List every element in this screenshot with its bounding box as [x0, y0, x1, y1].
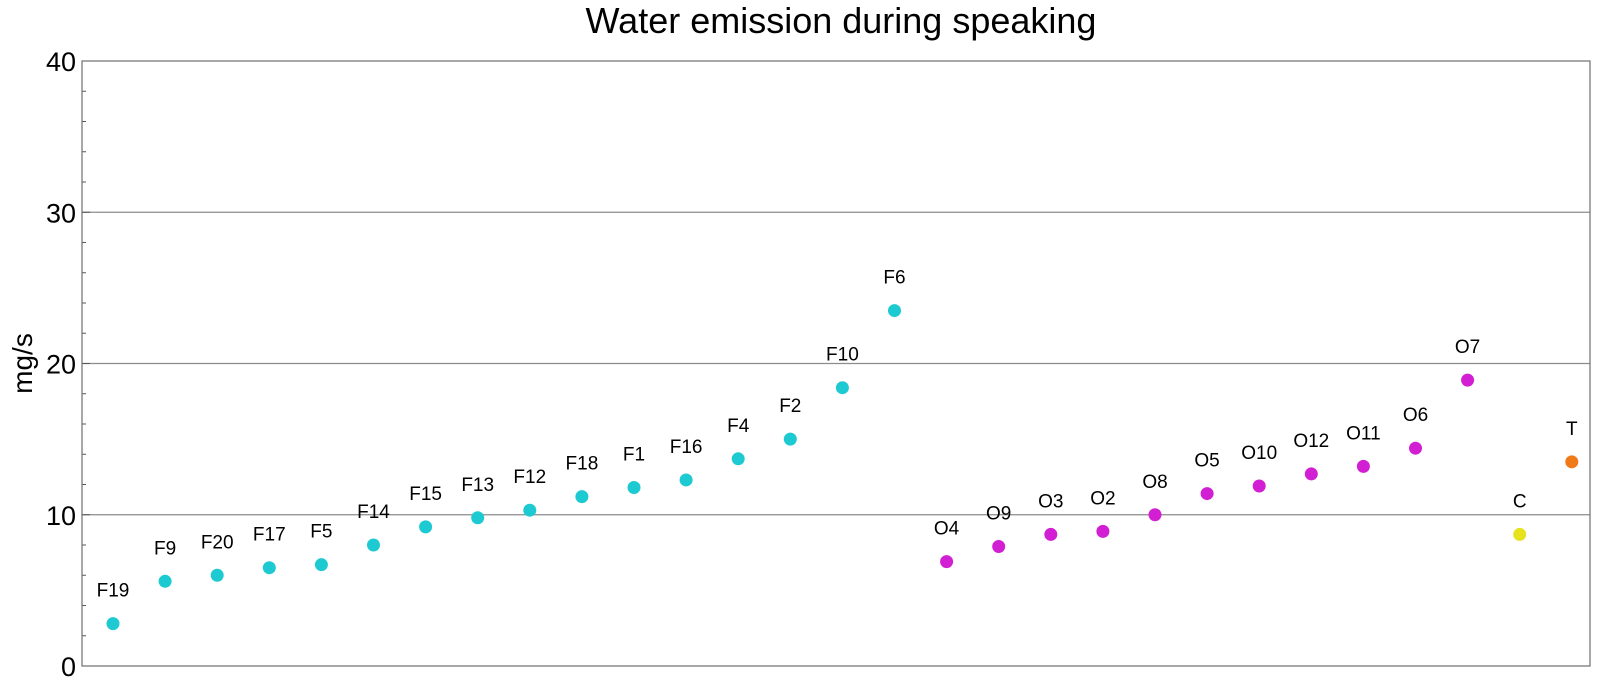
data-point-f10 [835, 381, 849, 395]
point-label-c: C [1513, 491, 1527, 512]
data-point-c [1513, 527, 1527, 541]
point-label-o9: O9 [986, 504, 1011, 525]
point-label-f20: F20 [201, 532, 234, 553]
plot-frame [81, 60, 1591, 667]
point-label-f4: F4 [727, 416, 750, 437]
data-point-o12 [1304, 467, 1318, 481]
point-label-o2: O2 [1090, 488, 1115, 509]
data-point-f12 [523, 503, 537, 517]
data-point-t [1565, 455, 1579, 469]
y-tick-label: 40 [46, 47, 76, 77]
data-point-f5 [314, 558, 328, 572]
data-point-f13 [471, 511, 485, 525]
point-label-f18: F18 [566, 454, 599, 475]
point-label-o8: O8 [1142, 472, 1167, 493]
y-tick-label: 20 [46, 350, 76, 380]
y-tick-label: 30 [46, 198, 76, 228]
data-point-o6 [1409, 441, 1422, 455]
data-point-o3 [1044, 527, 1058, 541]
point-label-f13: F13 [461, 475, 494, 496]
point-label-f12: F12 [513, 467, 546, 488]
data-point-f14 [367, 538, 380, 552]
data-point-f6 [888, 304, 901, 318]
data-point-f15 [419, 520, 433, 534]
chart-title: Water emission during speaking [586, 0, 1097, 41]
point-label-t: T [1566, 419, 1578, 440]
point-label-f19: F19 [97, 581, 130, 602]
y-tick-label: 0 [61, 652, 76, 682]
point-label-f5: F5 [310, 522, 332, 543]
data-points: F19 F9 F20 F17 F5 F14 F15 F13 F12 F18 F1 F16 F4 F2 F10… [97, 268, 1579, 631]
data-point-o10 [1252, 479, 1266, 493]
point-label-o4: O4 [934, 519, 960, 540]
data-point-f17 [262, 561, 276, 575]
point-label-f1: F1 [623, 445, 645, 466]
point-label-f16: F16 [670, 437, 703, 458]
data-point-f20 [210, 568, 224, 582]
y-tick-label: 10 [46, 501, 76, 531]
point-label-o7: O7 [1455, 337, 1480, 358]
gridlines [82, 211, 1590, 516]
data-point-f2 [783, 432, 797, 446]
point-label-f17: F17 [253, 525, 286, 546]
point-label-o5: O5 [1194, 451, 1219, 472]
data-point-o8 [1148, 508, 1162, 522]
point-label-f2: F2 [779, 396, 801, 417]
point-label-o11: O11 [1346, 423, 1381, 444]
point-label-o6: O6 [1403, 405, 1428, 426]
data-point-f1 [627, 481, 641, 495]
data-point-o5 [1200, 487, 1214, 501]
data-point-o4 [940, 555, 954, 569]
data-point-f18 [575, 490, 589, 504]
point-label-f9: F9 [154, 538, 176, 559]
point-label-f10: F10 [826, 345, 859, 366]
data-point-f16 [679, 473, 693, 487]
y-axis-label: mg/s [7, 333, 38, 394]
data-point-f9 [158, 574, 172, 588]
point-label-f14: F14 [357, 502, 390, 523]
point-label-f15: F15 [409, 484, 442, 505]
y-axis-ticks: 0 10 20 30 40 [46, 47, 90, 682]
point-label-f6: F6 [883, 268, 905, 289]
data-point-o7 [1461, 373, 1475, 387]
point-label-o12: O12 [1293, 431, 1329, 452]
point-label-o3: O3 [1038, 491, 1063, 512]
data-point-o2 [1096, 524, 1110, 538]
point-label-o10: O10 [1241, 443, 1277, 464]
data-point-o11 [1356, 459, 1370, 473]
data-point-o9 [992, 540, 1006, 554]
data-point-f19 [106, 617, 120, 631]
data-point-f4 [731, 452, 745, 466]
